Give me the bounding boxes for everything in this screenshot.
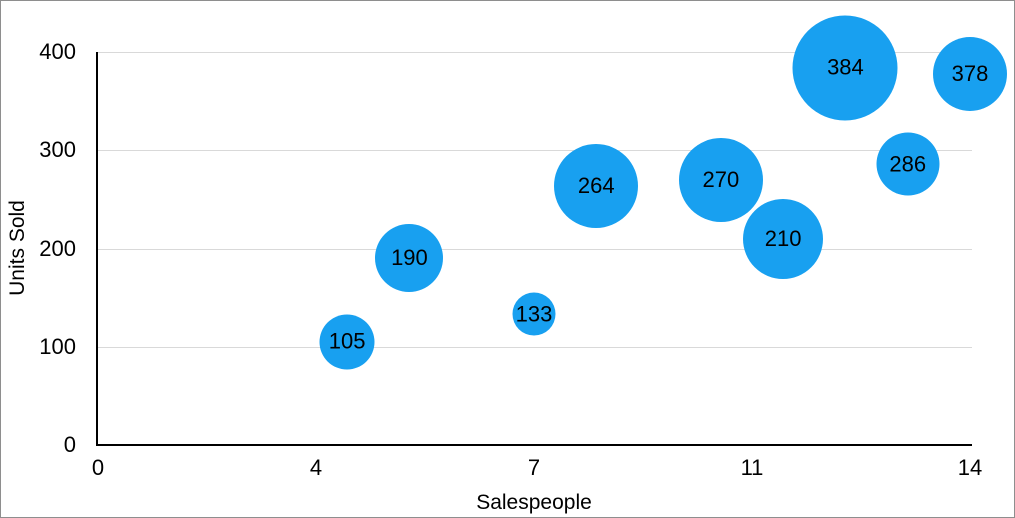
y-axis-title: Units Sold (6, 200, 29, 296)
bubble-270[interactable]: 270 (678, 137, 763, 222)
x-tick-label: 14 (957, 455, 983, 480)
gridline-y-300 (98, 150, 972, 151)
bubble-378[interactable]: 378 (933, 36, 1007, 111)
gridline-y-200 (98, 249, 972, 250)
bubble-384[interactable]: 384 (792, 15, 898, 121)
y-axis-line (96, 52, 98, 445)
gridline-y-100 (98, 347, 972, 348)
bubble-133[interactable]: 133 (512, 292, 556, 336)
bubble-210[interactable]: 210 (743, 198, 824, 279)
bubble-286[interactable]: 286 (876, 132, 940, 196)
gridline-y-400 (98, 52, 972, 53)
x-tick-label: 0 (91, 455, 105, 480)
y-tick-label: 300 (39, 137, 76, 163)
x-tick-label: 7 (527, 455, 541, 480)
y-tick-label: 200 (39, 235, 76, 261)
y-tick-label: 100 (39, 333, 76, 359)
bubble-264[interactable]: 264 (554, 143, 639, 228)
bubble-190[interactable]: 190 (375, 224, 444, 293)
x-axis-line (96, 444, 972, 446)
x-axis-title: Salespeople (476, 491, 592, 514)
y-tick-label: 0 (63, 432, 76, 457)
y-tick-label: 400 (39, 39, 76, 64)
x-tick-label: 11 (740, 455, 764, 480)
bubble-105[interactable]: 105 (319, 314, 375, 370)
x-tick-label: 4 (309, 455, 323, 480)
